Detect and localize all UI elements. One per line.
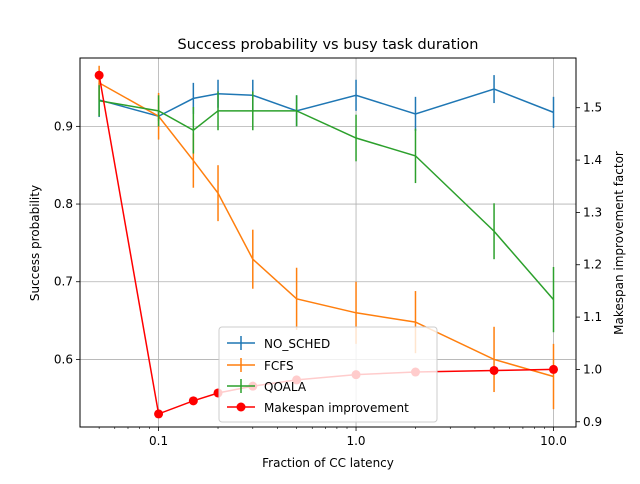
data-point — [94, 70, 104, 80]
data-point — [188, 396, 198, 406]
plot-frame — [79, 57, 577, 428]
legend: NO_SCHED FCFS QOALA Makespan improvement — [218, 326, 438, 423]
y2-axis-label: Makespan improvement factor — [612, 151, 626, 335]
x-tick-label: 1.0 — [346, 434, 365, 448]
data-point — [549, 364, 559, 374]
y2-tick-label: 1.2 — [583, 258, 602, 272]
y2-tick-label: 1.5 — [583, 101, 602, 115]
legend-label-makespan: Makespan improvement — [264, 401, 409, 415]
series-qoala — [98, 85, 555, 333]
legend-entry-makespan: Makespan improvement — [227, 401, 409, 415]
data-point — [489, 365, 499, 375]
y2-tick-label: 1.0 — [583, 362, 602, 376]
y-tick-label: 0.6 — [54, 352, 73, 366]
x-tick-label: 10.0 — [540, 434, 567, 448]
data-point — [154, 409, 164, 419]
y2-tick-label: 0.9 — [583, 415, 602, 429]
y-axis-label: Success probability — [28, 185, 42, 301]
axes: 0.1 1.0 10.0 0.6 0.7 0.8 0.9 0.9 1.0 1.1 1.2 1.3 1.4… — [54, 101, 602, 448]
x-tick-label: 0.1 — [149, 434, 168, 448]
legend-swatch-marker — [236, 402, 246, 412]
legend-entry-qoala: QOALA — [227, 379, 307, 394]
y-tick-label: 0.8 — [54, 197, 73, 211]
y2-tick-label: 1.1 — [583, 310, 602, 324]
legend-label-qoala: QOALA — [264, 380, 307, 394]
series-line-no-sched — [98, 88, 554, 118]
y-tick-label: 0.7 — [54, 275, 73, 289]
legend-label-fcfs: FCFS — [264, 359, 294, 373]
legend-label-no-sched: NO_SCHED — [264, 337, 330, 351]
legend-entry-no-sched: NO_SCHED — [227, 336, 330, 351]
chart-title: Success probability vs busy task duratio… — [178, 37, 479, 53]
x-axis-label: Fraction of CC latency — [262, 456, 394, 470]
y2-tick-label: 1.4 — [583, 153, 602, 167]
y2-tick-label: 1.3 — [583, 205, 602, 219]
series-layer — [94, 65, 559, 419]
legend-entry-fcfs: FCFS — [227, 358, 294, 373]
legend-box — [218, 326, 438, 423]
series-line-fcfs — [98, 82, 554, 378]
series-line-qoala — [99, 99, 555, 301]
y-tick-label: 0.9 — [54, 119, 73, 133]
